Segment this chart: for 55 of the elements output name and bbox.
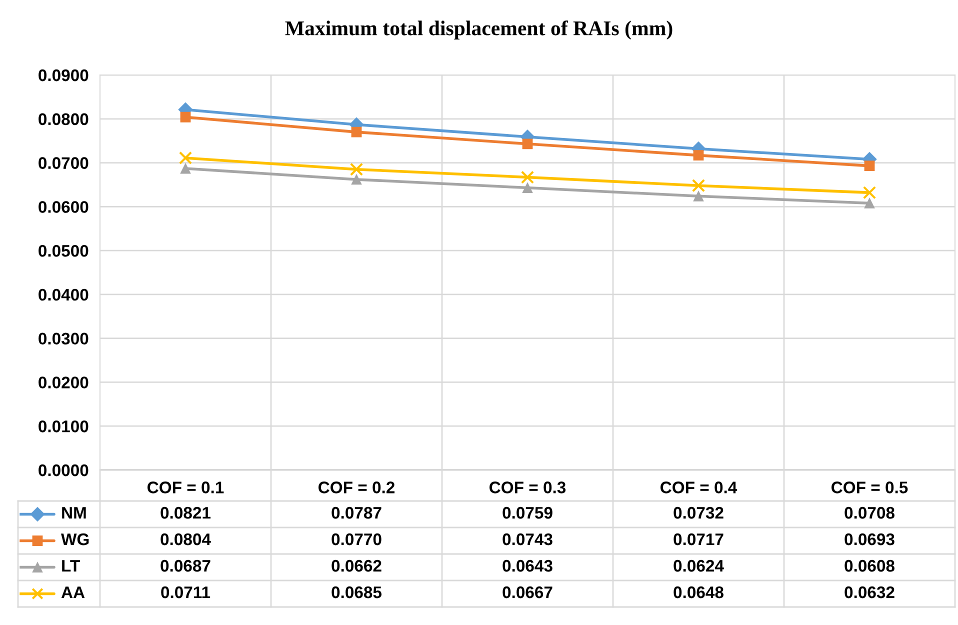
data-label: 0.0643	[502, 560, 552, 572]
data-label: 0.0804	[160, 533, 211, 546]
y-tick-label: 0.0400	[38, 288, 88, 301]
y-tick-label: 0.0500	[38, 244, 88, 257]
point	[351, 174, 362, 185]
x-tick-label: COF = 0.4	[660, 482, 738, 494]
point	[520, 170, 534, 184]
y-tick-label: 0.0200	[38, 376, 88, 388]
data-label: 0.0662	[332, 560, 382, 572]
point	[522, 138, 533, 150]
y-tick-label: 0.0100	[38, 420, 88, 432]
y-tick-label: 0.0700	[38, 157, 88, 169]
data-label: 0.0759	[502, 506, 552, 519]
x-tick-label: COF = 0.2	[318, 482, 395, 494]
data-label: 0.0717	[674, 533, 724, 546]
point	[351, 126, 362, 138]
data-label: 0.0648	[674, 586, 724, 598]
y-tick-label: 0.0900	[38, 69, 88, 82]
data-label: 0.0608	[844, 560, 894, 572]
data-label: 0.0770	[332, 533, 382, 546]
data-label: 0.0708	[844, 506, 894, 519]
data-label: 0.0687	[160, 560, 210, 572]
point	[862, 186, 876, 200]
point	[864, 160, 875, 172]
point	[693, 150, 704, 161]
data-label: 0.0632	[844, 586, 894, 598]
data-label: 0.0711	[161, 586, 210, 598]
legend-label: AA	[61, 586, 85, 598]
y-tick-label: 0.0300	[38, 332, 88, 345]
point	[180, 163, 191, 174]
legend-label: NM	[62, 507, 86, 519]
x-tick-label: COF = 0.1	[148, 482, 224, 494]
data-label: 0.0624	[674, 560, 724, 572]
point	[864, 198, 875, 208]
data-label: 0.0743	[502, 533, 552, 546]
data-label: 0.0787	[332, 506, 382, 519]
chart-title: Maximum total displacement of RAIs (mm)	[285, 20, 672, 40]
x-tick-label: COF = 0.3	[490, 482, 566, 494]
legend-label: WG	[61, 533, 89, 546]
y-tick-label: 0.0600	[38, 201, 88, 213]
point	[522, 182, 533, 194]
point	[180, 112, 191, 122]
data-label: 0.0732	[674, 506, 724, 519]
data-label: 0.0667	[502, 586, 552, 598]
x-tick-label: COF = 0.5	[832, 482, 908, 494]
point	[693, 190, 704, 202]
point	[692, 179, 706, 192]
data-label: 0.0685	[332, 586, 382, 598]
data-label: 0.0821	[160, 506, 211, 519]
point	[350, 162, 364, 176]
data-label: 0.0693	[844, 533, 894, 546]
y-tick-label: 0.0000	[38, 464, 88, 476]
point	[178, 151, 192, 165]
y-tick-label: 0.0800	[38, 113, 88, 126]
legend-label: LT	[62, 560, 80, 572]
